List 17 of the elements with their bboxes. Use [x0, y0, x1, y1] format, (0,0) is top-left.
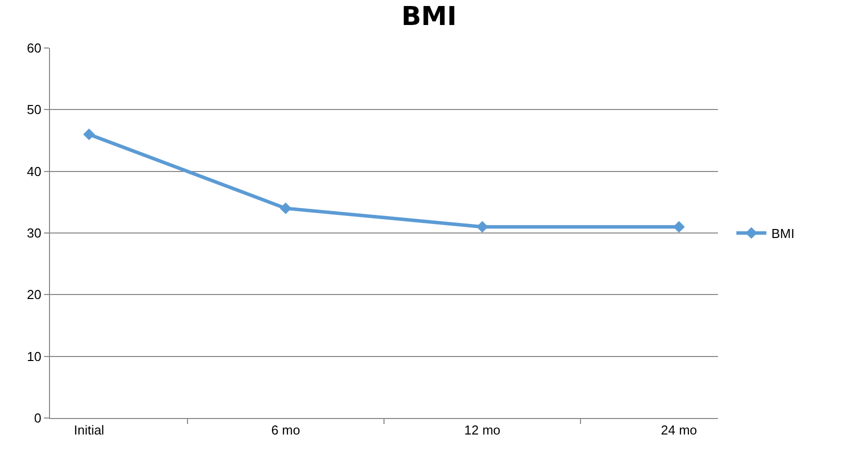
y-tick-label: 30	[26, 226, 42, 241]
x-tick-label: 24 mo	[660, 422, 698, 438]
y-tick-label: 20	[26, 287, 42, 302]
y-tick-label: 50	[26, 102, 42, 118]
point	[673, 220, 685, 233]
chart-title: BMI	[401, 2, 457, 32]
legend-label: BMI	[771, 226, 794, 242]
point	[280, 202, 292, 214]
x-tick-label: 12 mo	[464, 422, 500, 438]
y-tick-label: 10	[26, 348, 42, 364]
x-tick-label: Initial	[74, 422, 104, 438]
point	[476, 220, 488, 233]
y-tick-label: 60	[26, 40, 42, 56]
y-tick-label: 0	[34, 410, 42, 426]
y-tick-label: 40	[26, 164, 42, 179]
x-tick-label: 6 mo	[271, 422, 300, 438]
point	[83, 128, 95, 140]
